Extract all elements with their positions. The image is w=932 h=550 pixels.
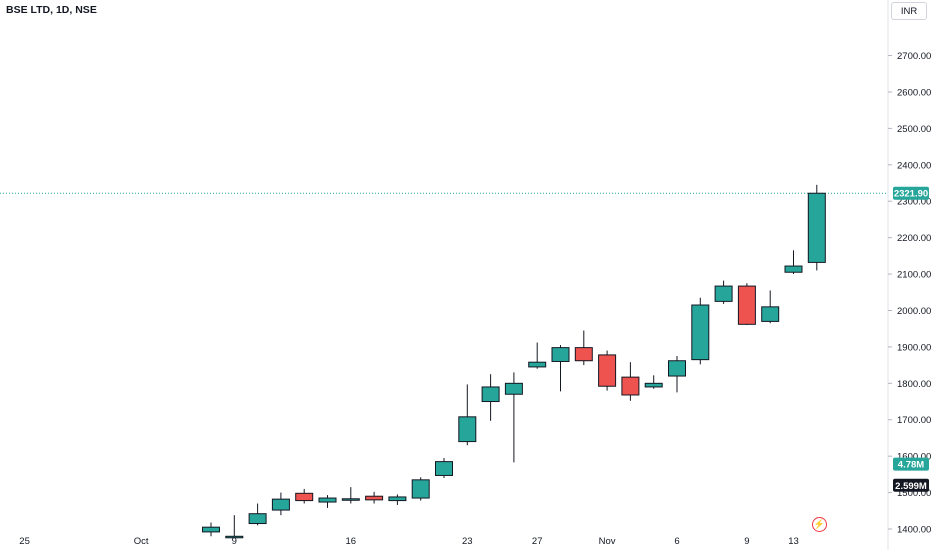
candle-body: [435, 461, 453, 476]
last-price-tag-label: 2321.90: [894, 189, 928, 200]
price-tick-label: 2600.00: [897, 87, 931, 98]
price-tick-label: 1400.00: [897, 525, 931, 536]
price-tick-label: 1600.00: [897, 452, 931, 463]
candle[interactable]: [271, 492, 290, 516]
candle[interactable]: [574, 330, 593, 366]
price-tick-label: 1500.00: [897, 488, 931, 499]
candle[interactable]: [761, 290, 780, 324]
candle[interactable]: [691, 297, 710, 365]
candle[interactable]: [481, 374, 500, 421]
price-tick-label: 2700.00: [897, 51, 931, 62]
candle-body: [202, 526, 220, 533]
candle-body: [271, 498, 290, 511]
candle[interactable]: [248, 503, 267, 526]
volume-tag-bg: [893, 457, 929, 471]
price-tick-label: 2300.00: [897, 197, 931, 208]
price-tick-label: 1800.00: [897, 379, 931, 390]
price-tick-label: 2000.00: [897, 306, 931, 317]
candle[interactable]: [504, 372, 523, 463]
volume-avg-tag-bg: [893, 478, 929, 492]
candle-body: [481, 386, 500, 403]
candle[interactable]: [435, 457, 453, 479]
candle[interactable]: [365, 491, 384, 504]
candle[interactable]: [318, 495, 337, 508]
candle[interactable]: [551, 345, 570, 392]
currency-selector[interactable]: INR: [891, 2, 927, 20]
candle-body: [644, 382, 663, 388]
price-tick-label: 2100.00: [897, 270, 931, 281]
price-tick-label: 1900.00: [897, 342, 931, 353]
candle[interactable]: [411, 477, 430, 501]
candle[interactable]: [341, 487, 360, 504]
candle-body: [318, 497, 337, 503]
time-tick-label: 9: [232, 536, 237, 547]
candle-body: [365, 495, 384, 501]
candle-body: [668, 360, 686, 377]
plot-area: [0, 184, 888, 539]
candle-body: [504, 382, 523, 395]
candle[interactable]: [295, 488, 314, 504]
time-axis[interactable]: 25 Oct 9 16 23 27 Nov 6 9 13: [19, 536, 798, 547]
candle[interactable]: [784, 250, 803, 275]
time-tick-label: 25: [19, 536, 30, 547]
candle[interactable]: [807, 184, 826, 271]
time-tick-label: 16: [346, 536, 357, 547]
candle[interactable]: [737, 283, 756, 326]
candle-body: [341, 498, 360, 501]
candle-body: [807, 192, 826, 263]
candle-body: [621, 376, 640, 396]
last-price-tag-bg: [893, 186, 929, 200]
candle-body: [411, 479, 430, 499]
candle-body: [225, 535, 244, 539]
candle-body: [574, 347, 593, 362]
candle-body: [388, 496, 407, 502]
time-tick-label: 27: [532, 536, 543, 547]
volume-tag: 4.78M: [893, 457, 929, 471]
candle[interactable]: [458, 384, 477, 446]
candle[interactable]: [714, 280, 733, 304]
candle[interactable]: [202, 522, 220, 537]
time-tick-label: Nov: [599, 536, 616, 547]
candle[interactable]: [388, 494, 407, 505]
candle-body: [295, 492, 314, 502]
volume-tag-label: 4.78M: [898, 460, 924, 471]
symbol-title: BSE LTD, 1D, NSE: [6, 4, 97, 16]
candle-body: [784, 265, 803, 273]
candle-body: [737, 285, 756, 325]
candle-body: [598, 354, 617, 387]
candle[interactable]: [225, 515, 244, 539]
price-axis[interactable]: 2700.00 2600.00 2500.00 2400.00 2300.00 2200.…: [888, 51, 931, 536]
price-tags: 2321.90 4.78M 2.599M: [893, 186, 929, 492]
time-tick-label: 6: [674, 536, 679, 547]
volume-avg-tag: 2.599M: [893, 478, 929, 492]
candle-body: [691, 304, 710, 361]
candle[interactable]: [621, 362, 640, 401]
time-tick-label: 9: [744, 536, 749, 547]
time-tick-label: Oct: [134, 536, 149, 547]
price-tick-label: 2500.00: [897, 124, 931, 135]
price-tick-label: 2400.00: [897, 160, 931, 171]
candle[interactable]: [644, 375, 663, 389]
price-tick-label: 2200.00: [897, 233, 931, 244]
flash-icon[interactable]: ⚡: [812, 517, 827, 532]
candle-body: [248, 513, 267, 525]
volume-avg-tag-label: 2.599M: [895, 481, 927, 492]
candle-body: [458, 416, 477, 443]
candle-body: [761, 306, 780, 322]
candle[interactable]: [528, 342, 547, 369]
price-tick-label: 1700.00: [897, 415, 931, 426]
candle[interactable]: [598, 350, 617, 391]
last-price-tag: 2321.90: [893, 186, 929, 200]
time-tick-label: 13: [788, 536, 799, 547]
candle-body: [714, 285, 733, 302]
time-tick-label: 23: [462, 536, 473, 547]
candle-body: [551, 347, 570, 362]
candle[interactable]: [668, 356, 686, 393]
candle-body: [528, 361, 547, 368]
